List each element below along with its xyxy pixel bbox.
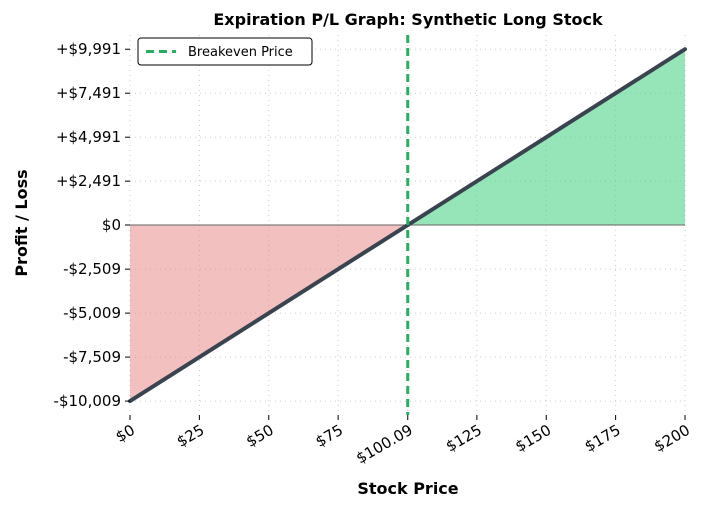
y-tick-label: -$7,509 xyxy=(63,348,121,366)
y-ticks: +$9,991 +$7,491 +$4,991 +$2,491 $0 -$2,509 -$5… xyxy=(54,40,130,410)
y-tick-label: $0 xyxy=(102,216,121,234)
x-tick-label: $50 xyxy=(243,421,277,451)
legend-box xyxy=(137,37,313,66)
y-tick-label: +$7,491 xyxy=(56,84,121,102)
y-tick-label: +$4,991 xyxy=(56,128,121,146)
series-layer xyxy=(128,47,687,404)
x-tick-label: $0 xyxy=(112,421,138,446)
x-ticks: $0 $25 $50 $75 $100.09 $125 $150 $175 $200 xyxy=(112,415,693,467)
legend: Breakeven Price xyxy=(137,37,313,66)
x-axis-label: Stock Price xyxy=(357,479,458,498)
y-tick-label: -$2,509 xyxy=(63,260,121,278)
chart-title: Expiration P/L Graph: Synthetic Long Sto… xyxy=(213,10,603,29)
x-tick-label: $100.09 xyxy=(353,421,416,468)
y-tick-label: -$5,009 xyxy=(63,304,121,322)
y-tick-label: +$9,991 xyxy=(56,40,121,58)
y-axis-label: Profit / Loss xyxy=(12,169,31,276)
x-tick-label: $125 xyxy=(443,421,485,456)
y-tick-label: -$10,009 xyxy=(54,392,121,410)
x-tick-label: $200 xyxy=(651,421,693,456)
pl-line xyxy=(128,47,687,404)
x-tick-label: $25 xyxy=(174,421,208,451)
x-tick-label: $150 xyxy=(512,421,554,456)
x-tick-label: $75 xyxy=(312,421,346,451)
y-tick-label: +$2,491 xyxy=(56,172,121,190)
x-tick-label: $175 xyxy=(582,421,624,456)
legend-breakeven-label: Breakeven Price xyxy=(188,45,293,60)
